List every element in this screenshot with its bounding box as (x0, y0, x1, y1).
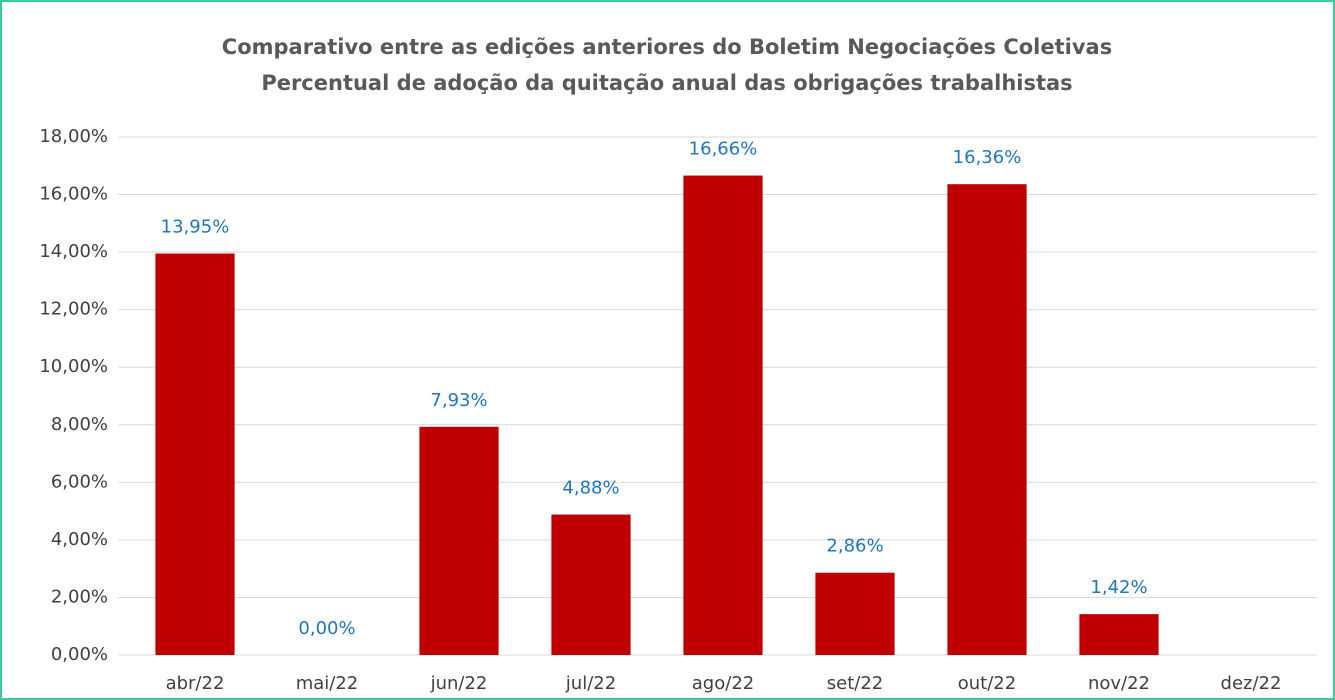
x-tick-label: abr/22 (166, 673, 225, 694)
value-label: 7,93% (430, 390, 487, 411)
value-label: 4,88% (562, 478, 619, 499)
chart-title: Comparativo entre as edições anteriores … (222, 35, 1112, 59)
x-tick-label: jul/22 (565, 673, 616, 694)
y-tick-label: 0,00% (51, 644, 108, 665)
chart-subtitle: Percentual de adoção da quitação anual d… (261, 71, 1072, 95)
x-tick-label: dez/22 (1221, 673, 1282, 694)
value-label: 16,36% (953, 147, 1022, 168)
x-tick-label: set/22 (827, 673, 883, 694)
y-tick-label: 16,00% (39, 184, 108, 205)
y-tick-label: 8,00% (51, 414, 108, 435)
value-label: 0,00% (298, 618, 355, 639)
y-tick-label: 10,00% (39, 356, 108, 377)
y-tick-label: 2,00% (51, 586, 108, 607)
bar (551, 514, 631, 655)
y-tick-label: 6,00% (51, 471, 108, 492)
bar (155, 253, 235, 656)
y-tick-label: 18,00% (39, 126, 108, 147)
value-label: 2,86% (826, 536, 883, 557)
y-tick-label: 12,00% (39, 299, 108, 320)
y-tick-label: 4,00% (51, 529, 108, 550)
value-label: 1,42% (1090, 577, 1147, 598)
bar (1079, 614, 1159, 655)
x-tick-label: mai/22 (296, 673, 359, 694)
bar (683, 175, 763, 655)
x-tick-label: out/22 (958, 673, 1016, 694)
value-label: 16,66% (689, 139, 758, 160)
x-tick-label: jun/22 (430, 673, 488, 694)
y-tick-label: 14,00% (39, 241, 108, 262)
x-tick-label: nov/22 (1088, 673, 1150, 694)
x-tick-label: ago/22 (692, 673, 754, 694)
value-label: 13,95% (161, 217, 230, 238)
bar (419, 426, 499, 655)
bar (947, 184, 1027, 655)
bar (815, 572, 895, 655)
